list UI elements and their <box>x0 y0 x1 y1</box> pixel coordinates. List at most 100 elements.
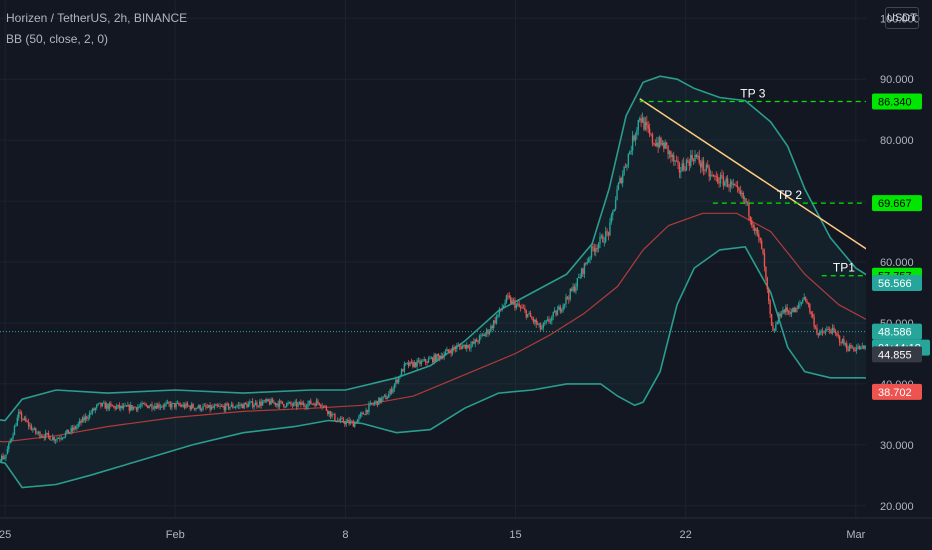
candle-body <box>97 403 99 405</box>
candle-body <box>657 142 659 148</box>
candle-body <box>356 419 359 424</box>
indicator-legend[interactable]: BB (50, close, 2, 0) <box>6 32 109 46</box>
candle-body <box>671 155 674 158</box>
candle-body <box>399 376 401 377</box>
candle-body <box>622 174 624 183</box>
candle-body <box>483 334 485 336</box>
candle-body <box>176 403 179 404</box>
candle-body <box>363 414 366 416</box>
price-tag-bg <box>872 93 922 110</box>
candle-body <box>566 296 569 299</box>
candle-body <box>158 404 160 408</box>
candle-body <box>680 170 682 173</box>
candle-body <box>166 402 169 404</box>
price-tag-target: 56.566 <box>872 274 922 291</box>
candle-body <box>450 351 452 354</box>
candle-body <box>73 426 75 431</box>
candle-body <box>582 268 584 274</box>
currency-selector[interactable]: USDT <box>885 7 919 29</box>
candle-body <box>711 174 713 176</box>
candle-body <box>743 198 746 200</box>
candle-body <box>570 288 573 291</box>
candle-body <box>283 404 285 407</box>
candle-body <box>378 397 380 406</box>
candle-body <box>66 429 68 433</box>
candle-body <box>416 360 418 367</box>
price-tag-bg <box>872 323 922 340</box>
candle-body <box>172 403 174 404</box>
candle-body <box>515 304 518 308</box>
candle-body <box>261 402 264 406</box>
candle-body <box>604 231 607 242</box>
candle-body <box>277 403 279 407</box>
candle-body <box>8 442 10 450</box>
candle-body <box>219 405 221 407</box>
candle-body <box>314 403 316 407</box>
candle-body <box>104 402 106 409</box>
candle-body <box>789 311 791 315</box>
candle-body <box>359 414 362 417</box>
candle-body <box>602 235 604 243</box>
candle-body <box>388 394 390 398</box>
candle-body <box>321 406 323 407</box>
candle-body <box>702 160 705 171</box>
candle-body <box>623 166 625 175</box>
candle-body <box>738 187 740 191</box>
candle-body <box>467 344 469 348</box>
candle-body <box>524 308 526 311</box>
candle-body <box>354 422 356 427</box>
symbol-title[interactable]: Horizen / TetherUS, 2h, BINANCE <box>6 11 188 25</box>
candle-body <box>310 400 312 405</box>
candle-body <box>322 405 325 407</box>
candle-body <box>372 403 374 405</box>
candle-body <box>43 436 45 439</box>
candle-body <box>434 354 437 362</box>
candle-body <box>181 405 183 407</box>
candle-body <box>127 404 129 407</box>
candle-body <box>142 403 145 404</box>
candle-body <box>782 309 784 314</box>
price-tag-bg <box>872 346 922 363</box>
candle-body <box>217 406 220 407</box>
candle-body <box>458 345 461 347</box>
candle-body <box>324 405 326 407</box>
candle-body <box>454 348 457 349</box>
candle-body <box>67 429 70 434</box>
candle-body <box>33 428 36 430</box>
candle-body <box>816 327 818 334</box>
candle-body <box>110 403 112 405</box>
candle-body <box>810 312 812 315</box>
candle-body <box>722 176 725 186</box>
candle-body <box>785 307 787 313</box>
candle-body <box>30 425 33 431</box>
candle-body <box>643 117 645 130</box>
candle-body <box>770 314 773 326</box>
candle-body <box>13 426 16 436</box>
candle-body <box>715 176 717 177</box>
candle-body <box>861 345 864 347</box>
candle-body <box>216 404 218 407</box>
candle-body <box>389 389 391 395</box>
candle-body <box>9 440 11 443</box>
candle-body <box>192 404 194 408</box>
candle-body <box>23 417 26 420</box>
candle-body <box>806 300 808 304</box>
candle-body <box>301 403 303 405</box>
candle-body <box>500 308 502 310</box>
candle-body <box>155 405 157 409</box>
candle-body <box>87 417 89 419</box>
candle-body <box>437 353 440 356</box>
candle-body <box>668 151 671 155</box>
candle-body <box>341 418 343 420</box>
candle-body <box>419 360 421 365</box>
candle-body <box>22 419 24 420</box>
candle-body <box>580 268 583 277</box>
candle-body <box>709 174 712 177</box>
candle-body <box>254 402 257 406</box>
candle-body <box>107 404 109 409</box>
candle-body <box>803 296 805 300</box>
candle-body <box>725 178 727 183</box>
candle-body <box>280 400 282 402</box>
tp-label: TP 2 <box>777 188 802 202</box>
